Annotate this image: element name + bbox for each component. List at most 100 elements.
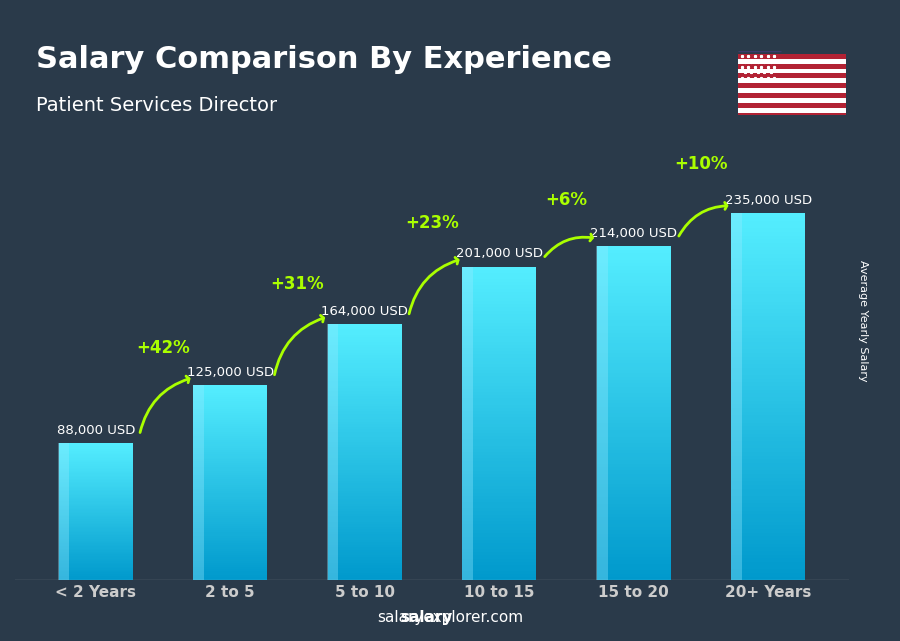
Bar bbox=[463, 345, 536, 348]
Bar bbox=[463, 379, 536, 383]
Bar bbox=[328, 540, 401, 542]
Bar bbox=[463, 499, 536, 502]
Bar bbox=[597, 463, 670, 467]
Bar bbox=[58, 547, 132, 549]
Bar bbox=[732, 272, 806, 276]
Bar bbox=[328, 578, 401, 581]
Bar bbox=[732, 261, 806, 265]
Bar bbox=[732, 235, 806, 239]
Bar bbox=[194, 399, 267, 401]
Bar bbox=[328, 435, 401, 437]
Bar bbox=[597, 527, 670, 530]
Bar bbox=[58, 494, 132, 495]
Bar bbox=[597, 554, 670, 557]
Text: 214,000 USD: 214,000 USD bbox=[590, 227, 678, 240]
Bar bbox=[732, 437, 806, 441]
Bar bbox=[463, 361, 536, 364]
Bar bbox=[58, 576, 132, 578]
Bar bbox=[597, 347, 670, 350]
Bar bbox=[463, 477, 536, 480]
Bar bbox=[597, 283, 670, 287]
Bar bbox=[194, 529, 267, 531]
Bar bbox=[58, 480, 132, 481]
Bar bbox=[58, 512, 132, 513]
Bar bbox=[58, 447, 132, 449]
Bar bbox=[597, 544, 670, 547]
Bar bbox=[732, 529, 806, 533]
Bar bbox=[58, 572, 132, 574]
Bar bbox=[463, 424, 536, 427]
Bar bbox=[194, 559, 267, 561]
Bar bbox=[732, 390, 806, 394]
Bar bbox=[597, 343, 670, 347]
Bar bbox=[597, 356, 670, 360]
Bar bbox=[463, 490, 536, 492]
Bar bbox=[597, 373, 670, 377]
Bar bbox=[463, 392, 536, 395]
Bar bbox=[597, 447, 670, 450]
Bar bbox=[194, 477, 267, 479]
Bar bbox=[194, 516, 267, 518]
Bar bbox=[738, 74, 846, 78]
Bar bbox=[597, 494, 670, 497]
Bar bbox=[194, 538, 267, 540]
Bar bbox=[463, 351, 536, 354]
Bar bbox=[58, 473, 132, 475]
Bar bbox=[194, 436, 267, 438]
Bar bbox=[328, 373, 401, 376]
Text: salaryexplorer.com: salaryexplorer.com bbox=[377, 610, 523, 625]
Bar bbox=[597, 420, 670, 424]
Bar bbox=[328, 401, 401, 404]
Bar bbox=[597, 387, 670, 390]
Bar bbox=[732, 316, 806, 320]
Bar bbox=[58, 513, 132, 515]
Bar bbox=[463, 339, 536, 342]
Bar bbox=[58, 528, 132, 529]
Bar bbox=[463, 273, 536, 276]
Bar bbox=[463, 395, 536, 399]
Bar bbox=[597, 520, 670, 524]
Bar bbox=[328, 522, 401, 524]
Bar bbox=[58, 562, 132, 563]
Bar bbox=[58, 460, 132, 461]
Bar bbox=[194, 481, 267, 483]
Bar bbox=[58, 523, 132, 524]
Bar bbox=[328, 576, 401, 578]
Bar bbox=[194, 428, 267, 430]
Bar bbox=[194, 499, 267, 501]
Bar bbox=[597, 490, 670, 494]
Bar bbox=[597, 450, 670, 453]
Bar bbox=[597, 524, 670, 527]
Bar bbox=[597, 534, 670, 537]
Text: Average Yearly Salary: Average Yearly Salary bbox=[859, 260, 868, 381]
Bar bbox=[58, 445, 132, 447]
Bar bbox=[58, 517, 132, 519]
Bar bbox=[463, 310, 536, 313]
Bar bbox=[597, 380, 670, 383]
Bar bbox=[463, 571, 536, 574]
Bar bbox=[194, 491, 267, 493]
Bar bbox=[463, 404, 536, 408]
Bar bbox=[58, 552, 132, 553]
Bar bbox=[732, 485, 806, 488]
Bar bbox=[732, 515, 806, 518]
Bar bbox=[194, 512, 267, 514]
Bar bbox=[194, 487, 267, 488]
Bar bbox=[732, 382, 806, 386]
Bar bbox=[732, 221, 806, 224]
Bar bbox=[732, 526, 806, 529]
Bar bbox=[58, 568, 132, 569]
Bar bbox=[328, 506, 401, 509]
Bar bbox=[597, 500, 670, 504]
Bar bbox=[463, 442, 536, 445]
Bar bbox=[732, 404, 806, 408]
Bar bbox=[194, 426, 267, 428]
Bar bbox=[463, 495, 536, 499]
Bar bbox=[328, 432, 401, 435]
Bar bbox=[597, 517, 670, 520]
Bar bbox=[328, 391, 401, 394]
Bar bbox=[194, 440, 267, 442]
Bar bbox=[194, 557, 267, 559]
Bar bbox=[194, 411, 267, 413]
Bar bbox=[194, 485, 267, 487]
